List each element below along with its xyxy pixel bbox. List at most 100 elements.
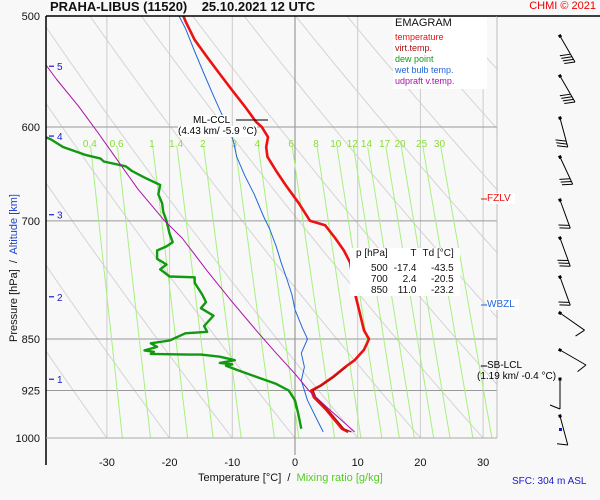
pressure-tick-label: 850 <box>22 334 40 346</box>
levels-table: p [hPa] T Td [°C] 500 -17.4 -43.5 700 2.… <box>350 248 460 296</box>
x-axis-label-temp: Temperature [°C] / <box>198 472 297 484</box>
y-axis-label-pressure: Pressure [hPa] / <box>8 254 20 342</box>
table-header-t: T <box>410 248 417 259</box>
fzlv-label: FZLV <box>487 193 515 204</box>
dry-adiabat <box>46 350 108 438</box>
table-cell: -23.2 <box>430 285 454 296</box>
wind-barb-staff <box>559 75 576 103</box>
mixing-ratio-label: 10 <box>330 139 342 150</box>
table-row: 850 11.0 -23.2 <box>353 285 457 296</box>
table-cell: -43.5 <box>430 263 454 274</box>
mixing-ratio-label: 8 <box>313 139 319 150</box>
surface-wind-marker <box>559 428 562 431</box>
wind-barb-flag <box>562 58 574 62</box>
table-row: 700 2.4 -20.5 <box>353 274 457 285</box>
wind-barb-flag <box>557 145 568 148</box>
table-cell: 2.4 <box>402 274 417 285</box>
mixing-ratio-line <box>316 146 362 438</box>
dry-adiabat <box>46 102 296 438</box>
table-cell: 500 <box>371 263 388 274</box>
wind-barb-flag <box>577 364 587 373</box>
series-dew-point <box>46 136 303 430</box>
legend-item-dew-point: dew point <box>395 54 434 64</box>
mixing-ratio-line <box>90 146 123 438</box>
mixing-ratio-line <box>116 146 151 438</box>
table-cell: 700 <box>371 274 388 285</box>
series-wet-bulb-temp <box>178 16 324 433</box>
temperature-tick-label: 10 <box>352 457 364 469</box>
mixing-ratio-label: 6 <box>288 139 294 150</box>
dry-adiabat <box>89 16 421 438</box>
legend-item-wet-bulb: wet bulb temp. <box>395 65 454 75</box>
mixing-ratio-line <box>203 146 242 438</box>
mixing-ratio-label: 12 <box>347 139 359 150</box>
wind-barb <box>557 73 576 105</box>
dry-adiabat <box>140 16 484 438</box>
mixing-ratio-label: 14 <box>361 139 373 150</box>
mixing-ratio-label: 2 <box>200 139 206 150</box>
wind-barb-flag <box>564 61 576 65</box>
wind-barb-staff <box>559 415 569 446</box>
dry-adiabat <box>398 16 497 130</box>
wind-barb <box>557 310 585 337</box>
wind-barb-staff <box>559 35 576 63</box>
wind-barb <box>557 347 587 373</box>
wind-barb <box>549 377 562 410</box>
pressure-tick-label: 600 <box>22 122 40 134</box>
wind-barb-flag <box>559 93 571 97</box>
wind-barb-flag <box>564 101 576 105</box>
mixing-ratio-label: 30 <box>434 139 446 150</box>
mixing-ratio-label: 25 <box>416 139 428 150</box>
wind-barb <box>557 33 576 65</box>
dry-adiabat <box>553 16 600 438</box>
y-axis-label-altitude: Altitude [km] <box>8 194 20 255</box>
mixing-ratio-line <box>176 146 214 438</box>
surface-elevation: SFC: 304 m ASL <box>512 476 587 487</box>
wind-barb <box>557 414 569 446</box>
y-axis-label: Pressure [hPa] / Altitude [km] <box>8 178 20 358</box>
mixing-ratio-label: 1 <box>149 139 155 150</box>
wind-barb-flag <box>557 259 569 262</box>
wind-barb-flag <box>560 180 572 183</box>
legend-item-temperature: temperature <box>395 32 444 42</box>
mixing-ratio-label: 1.4 <box>169 139 183 150</box>
wind-barb-staff <box>559 237 571 267</box>
mixing-ratio-label: 20 <box>394 139 406 150</box>
wbzl-label: WBZL <box>487 299 519 310</box>
table-cell: 850 <box>371 285 388 296</box>
series-virt-temp <box>312 366 352 433</box>
table-cell: -17.4 <box>393 263 417 274</box>
x-axis-label-mixing: Mixing ratio [g/kg] <box>296 472 383 484</box>
altitude-tick-label: 1 <box>57 375 63 386</box>
table-cell: 11.0 <box>397 285 417 296</box>
wind-barb <box>558 198 571 229</box>
wind-barb-staff <box>559 276 571 306</box>
wind-barb-staff <box>559 117 569 148</box>
mixing-ratio-label: 0.6 <box>110 139 124 150</box>
dry-adiabat <box>46 182 233 438</box>
ml-ccl-value: (4.43 km/ -5.9 °C) <box>178 126 258 137</box>
wind-barb-staff <box>559 349 587 366</box>
wind-barb-flag <box>555 139 567 142</box>
series-udpraft-v-temp <box>46 64 355 433</box>
dry-adiabat <box>295 16 497 254</box>
wind-barb-flag <box>558 301 570 303</box>
table-cell: -20.5 <box>430 274 454 285</box>
credit-label: CHMI © 2021 <box>529 0 596 12</box>
temperature-tick-label: 20 <box>414 457 426 469</box>
wind-barb-flag <box>561 56 573 59</box>
altitude-tick-label: 5 <box>57 62 63 73</box>
wind-barb-flag <box>562 98 574 102</box>
legend-title: EMAGRAM <box>395 17 452 29</box>
mixing-ratio-line <box>257 146 300 438</box>
wind-barb-flag <box>561 96 573 99</box>
legend-item-updraft: udpraft v.temp. <box>395 76 455 86</box>
altitude-tick-label: 3 <box>57 211 63 222</box>
wind-barb-flag <box>556 142 568 145</box>
temperature-tick-label: -10 <box>224 457 240 469</box>
temperature-tick-label: -30 <box>99 457 115 469</box>
wind-barb <box>557 236 571 267</box>
mixing-ratio-label: 4 <box>255 139 261 150</box>
wind-barb-flag <box>575 329 585 337</box>
